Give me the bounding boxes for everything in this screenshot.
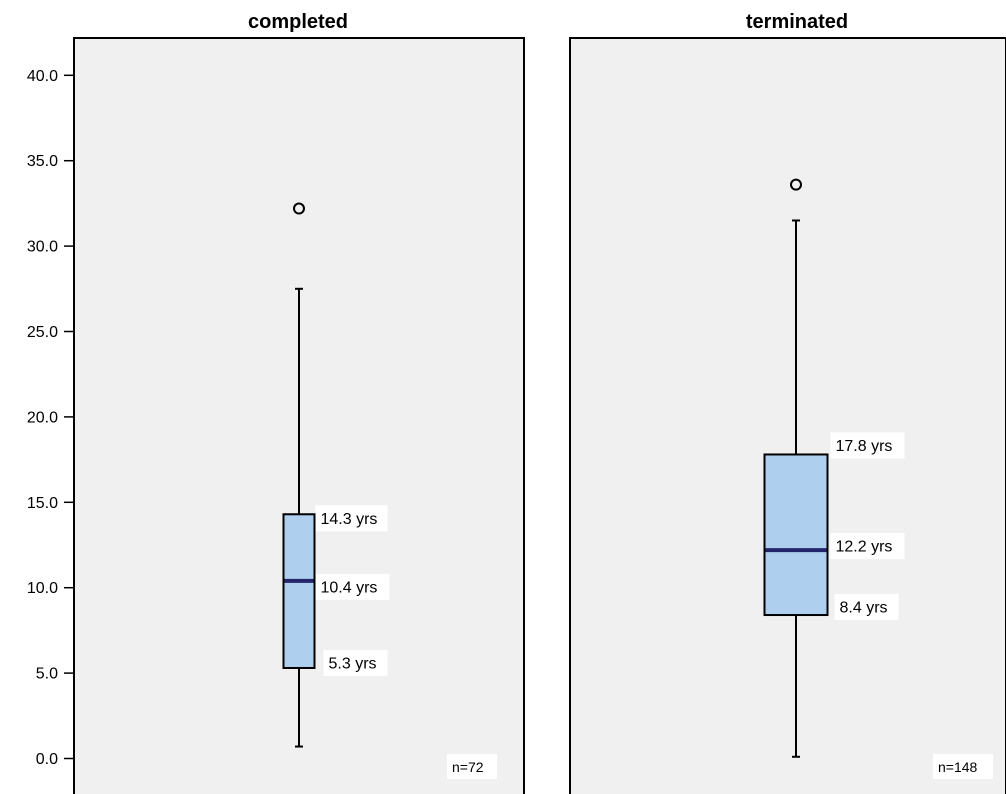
y-tick-label: 10.0 [27, 580, 58, 597]
value-label-text: 12.2 yrs [836, 539, 893, 556]
iqr-box [763, 453, 829, 617]
panel-completed: completed 14.3 yrs 10.4 yrs 5.3 yrs n=72 [73, 11, 525, 794]
chart-panels: completed 14.3 yrs 10.4 yrs 5.3 yrs n=72 term… [73, 11, 1006, 794]
value-label: 17.8 yrs [830, 432, 905, 459]
value-label-text: 17.8 yrs [836, 438, 893, 455]
y-tick-label: 20.0 [27, 409, 58, 426]
value-label-text: 5.3 yrs [329, 655, 377, 672]
panel-title: completed [248, 11, 348, 33]
outlier-point [790, 178, 802, 191]
value-label-text: 8.4 yrs [840, 600, 888, 617]
y-tick-label: 30.0 [27, 239, 58, 256]
n-label-box [447, 754, 497, 779]
value-label: 14.3 yrs [315, 505, 388, 532]
y-tick-label: 40.0 [27, 68, 58, 85]
value-label-text: 14.3 yrs [321, 511, 378, 528]
panel-background [569, 37, 1006, 794]
y-tick-label: 5.0 [36, 666, 58, 683]
value-label: 5.3 yrs [323, 649, 388, 676]
y-axis: 0.0 5.0 10.0 15.0 20.0 25.0 30.0 35.0 40.0 [27, 68, 74, 768]
n-label-text: n=148 [938, 759, 978, 775]
n-label: n=72 [447, 754, 497, 779]
y-tick-label: 0.0 [36, 751, 58, 768]
n-label: n=148 [933, 754, 993, 779]
value-label: 10.4 yrs [315, 573, 390, 600]
panel-terminated: terminated 17.8 yrs 12.2 yrs 8.4 yrs n=148 [569, 11, 1006, 794]
y-tick-label: 25.0 [27, 324, 58, 341]
value-label-box [834, 594, 899, 621]
value-label-text: 10.4 yrs [321, 579, 378, 596]
value-label-box [830, 432, 905, 459]
n-label-text: n=72 [452, 759, 484, 775]
outlier-point [293, 202, 305, 215]
value-label-box [830, 533, 905, 560]
y-tick-label: 35.0 [27, 153, 58, 170]
iqr-box [282, 513, 316, 669]
value-label-box [315, 573, 390, 600]
value-label: 8.4 yrs [834, 594, 899, 621]
n-label-box [933, 754, 993, 779]
value-label: 12.2 yrs [830, 533, 905, 560]
y-tick-label: 15.0 [27, 495, 58, 512]
value-label-box [315, 505, 388, 532]
value-label-box [323, 649, 388, 676]
panel-title: terminated [746, 11, 848, 33]
